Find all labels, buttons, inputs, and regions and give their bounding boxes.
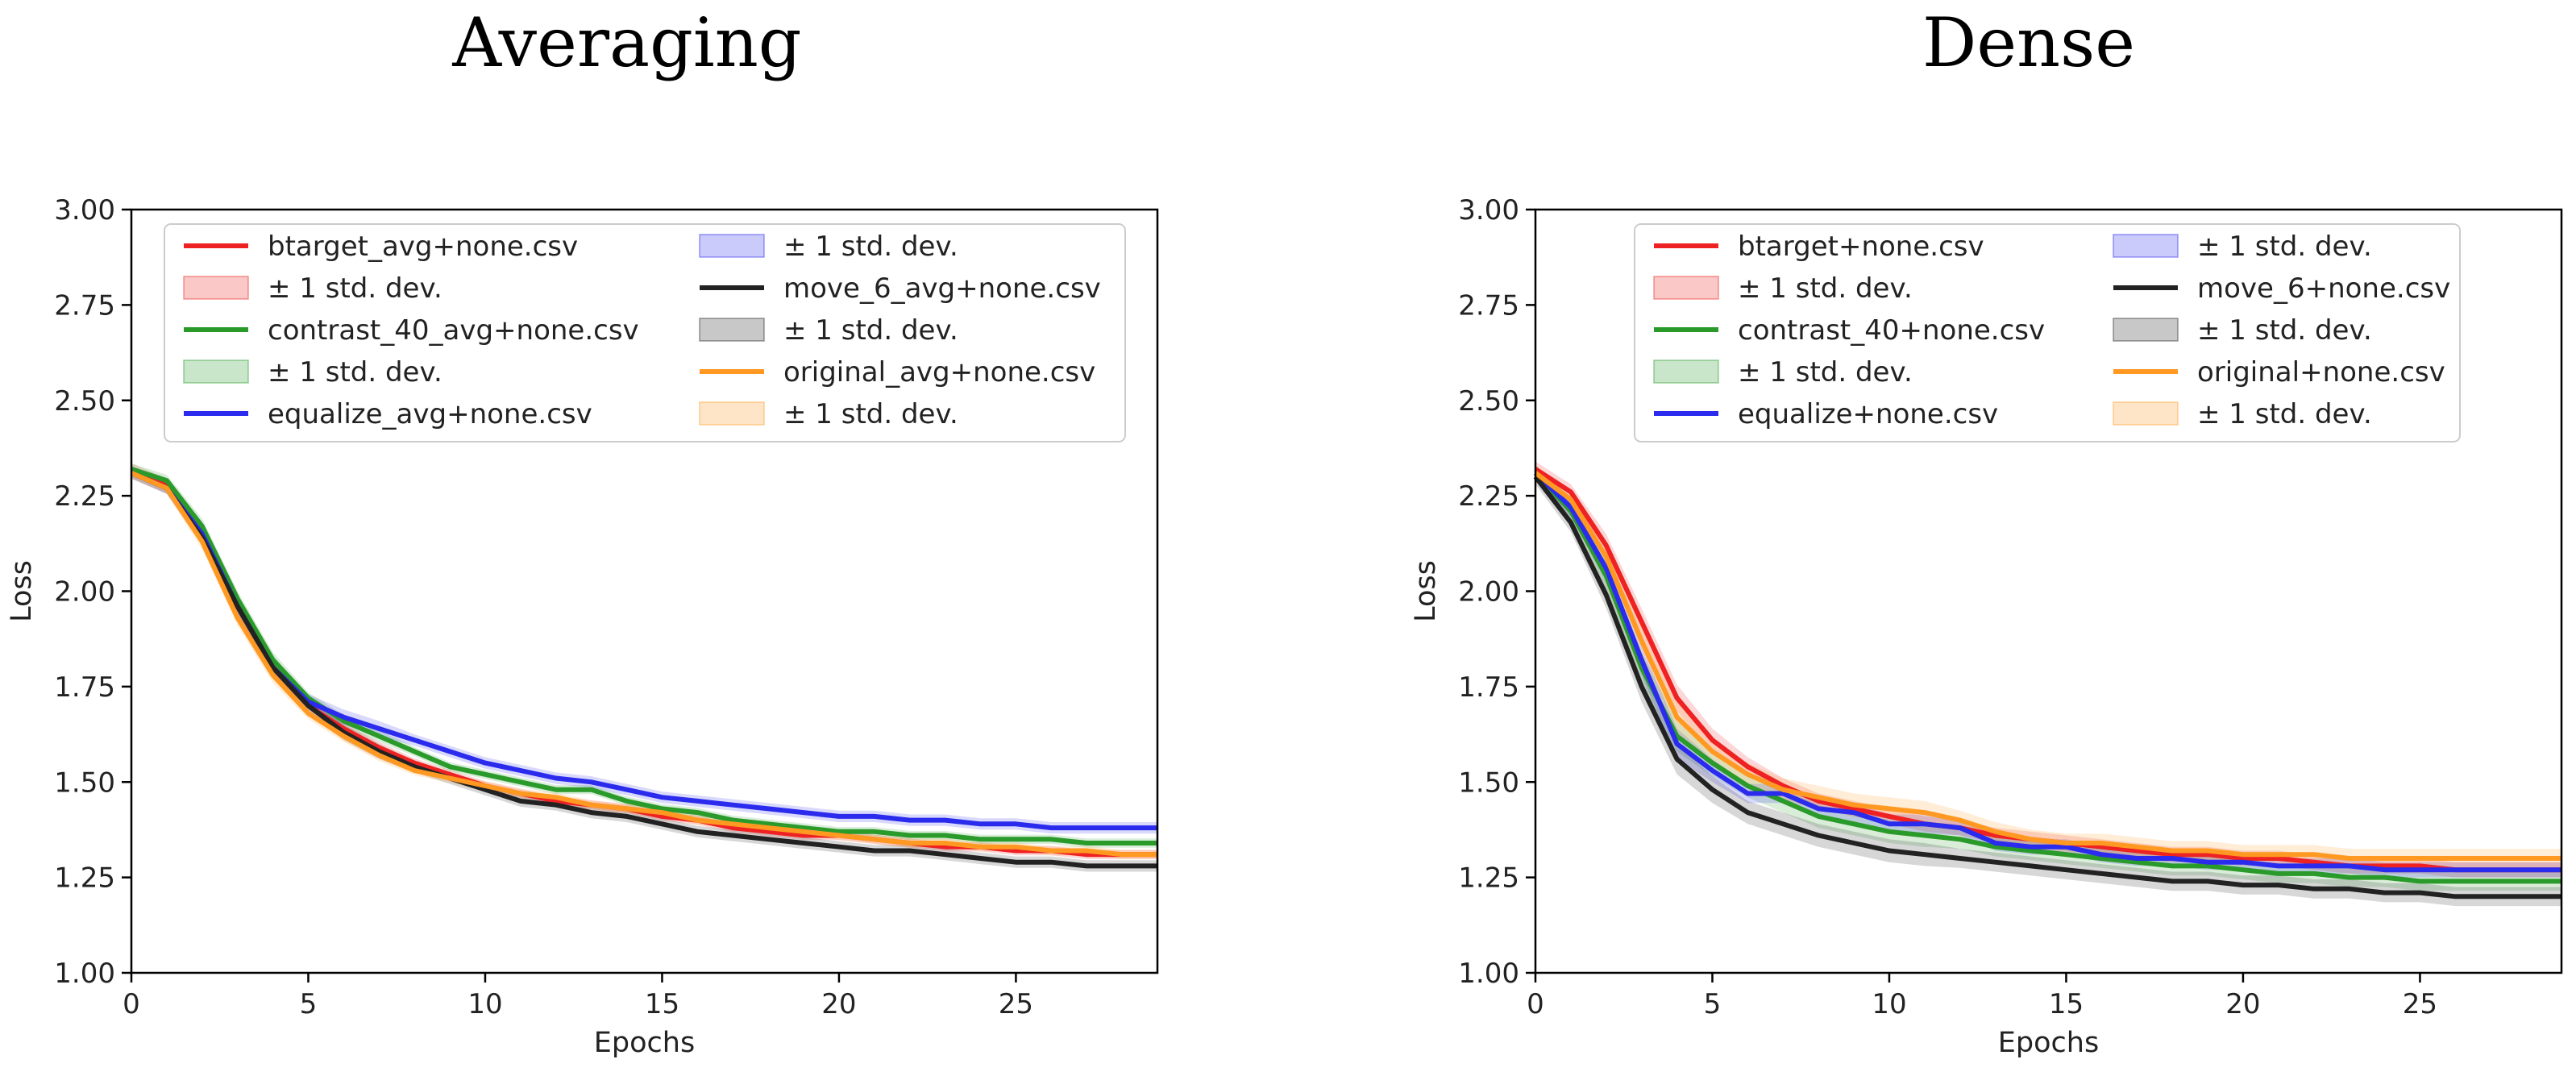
x-tick-label: 20 <box>821 988 856 1020</box>
y-tick-label: 1.25 <box>54 862 115 895</box>
y-tick-label: 2.25 <box>54 480 115 513</box>
y-tick-label: 1.00 <box>54 958 115 990</box>
legend-band-swatch-5 <box>2113 401 2179 426</box>
x-tick-label: 5 <box>300 988 318 1020</box>
series-line-4 <box>130 470 1157 869</box>
legend-series-label: move_6_avg+none.csv <box>783 272 1101 305</box>
legend-series-label: contrast_40_avg+none.csv <box>268 314 639 347</box>
legend-series-label: equalize_avg+none.csv <box>268 398 592 430</box>
series-line-3 <box>130 470 1157 831</box>
legend: btarget+none.csv ± 1 std. dev. contrast_40… <box>1634 223 2461 442</box>
y-tick-label: 2.00 <box>54 576 115 609</box>
series-line-4 <box>1533 475 2561 899</box>
legend-band-swatch-2 <box>183 359 249 384</box>
legend-band-swatch-5 <box>699 401 765 426</box>
y-tick-label: 1.50 <box>54 766 115 799</box>
series-line-2 <box>1533 471 2561 884</box>
legend-series-label: original_avg+none.csv <box>783 356 1095 388</box>
legend-series-label: original+none.csv <box>2197 356 2445 388</box>
y-tick-label: 1.75 <box>54 671 115 704</box>
series-line-1 <box>1534 467 2561 873</box>
std-band-1 <box>1535 461 2561 878</box>
series-line-5 <box>1534 471 2561 861</box>
x-tick-label: 0 <box>1527 988 1544 1020</box>
x-axis-label: Epochs <box>594 1027 695 1059</box>
legend-series-label: contrast_40+none.csv <box>1738 314 2045 347</box>
legend-band-label: ± 1 std. dev. <box>783 398 958 430</box>
chart-panel-2: Dense 1.00 1.25 1.50 1.75 2.00 2.25 2.50 2.75 3.0… <box>1410 3 2563 1059</box>
series-line-2 <box>131 467 1157 845</box>
legend-series-label: equalize+none.csv <box>1738 398 1998 430</box>
y-tick-label: 1.50 <box>1458 766 1519 799</box>
y-tick-label: 1.25 <box>1458 862 1519 895</box>
chart-title: Averaging <box>451 3 801 82</box>
legend-box <box>164 223 1126 442</box>
x-axis-label: Epochs <box>1998 1027 2099 1059</box>
std-band-2 <box>1535 465 2561 891</box>
legend-series-label: btarget+none.csv <box>1738 231 1984 263</box>
x-tick-label: 5 <box>1704 988 1722 1020</box>
y-tick-label: 3.00 <box>1458 194 1519 226</box>
legend-band-label: ± 1 std. dev. <box>2197 398 2372 430</box>
legend-band-label: ± 1 std. dev. <box>1738 272 1913 305</box>
legend-band-swatch-1 <box>183 276 249 300</box>
x-tick-label: 15 <box>645 988 679 1020</box>
legend-band-swatch-3 <box>2113 234 2179 258</box>
legend-band-swatch-4 <box>699 318 765 342</box>
legend-band-label: ± 1 std. dev. <box>1738 356 1913 388</box>
y-tick-label: 1.00 <box>1458 958 1519 990</box>
x-tick-label: 20 <box>2225 988 2260 1020</box>
std-band-5 <box>1535 465 2561 868</box>
y-tick-label: 3.00 <box>54 194 115 226</box>
legend-band-label: ± 1 std. dev. <box>783 231 958 263</box>
legend-band-label: ± 1 std. dev. <box>2197 231 2372 263</box>
legend-band-label: ± 1 std. dev. <box>783 314 958 347</box>
y-tick-label: 2.25 <box>1458 480 1519 513</box>
legend: btarget_avg+none.csv ± 1 std. dev. contras… <box>164 223 1126 442</box>
legend-band-swatch-3 <box>699 234 765 258</box>
y-tick-label: 2.50 <box>1458 385 1519 418</box>
chart-title: Dense <box>1922 3 2135 82</box>
legend-band-swatch-2 <box>1653 359 1719 384</box>
y-tick-label: 1.75 <box>1458 671 1519 704</box>
legend-series-label: move_6+none.csv <box>2197 272 2450 305</box>
chart-panel-1: Averaging 1.00 1.25 1.50 1.75 2.00 2.25 2.50 2.7… <box>6 3 1159 1059</box>
y-axis-label: Loss <box>1410 560 1442 622</box>
x-tick-label: 15 <box>2049 988 2084 1020</box>
x-tick-label: 10 <box>467 988 502 1020</box>
legend-band-swatch-4 <box>2113 318 2179 342</box>
x-tick-label: 0 <box>123 988 140 1020</box>
series-line-3 <box>1533 471 2561 873</box>
std-band-3 <box>1535 465 2561 878</box>
legend-band-swatch-1 <box>1653 276 1719 300</box>
y-tick-label: 2.75 <box>54 289 115 322</box>
y-tick-label: 2.00 <box>1458 576 1519 609</box>
y-axis-label: Loss <box>6 560 38 622</box>
legend-band-label: ± 1 std. dev. <box>268 356 442 388</box>
legend-series-label: btarget_avg+none.csv <box>268 231 578 263</box>
series-line-5 <box>130 470 1157 858</box>
y-tick-label: 2.50 <box>54 385 115 418</box>
std-band-1 <box>131 463 1157 859</box>
legend-box <box>1634 223 2461 442</box>
x-tick-label: 10 <box>1872 988 1906 1020</box>
x-tick-label: 25 <box>2403 988 2437 1020</box>
y-tick-label: 2.75 <box>1458 289 1519 322</box>
std-band-3 <box>131 467 1157 834</box>
x-tick-label: 25 <box>999 988 1033 1020</box>
legend-band-label: ± 1 std. dev. <box>268 272 442 305</box>
legend-band-label: ± 1 std. dev. <box>2197 314 2372 347</box>
